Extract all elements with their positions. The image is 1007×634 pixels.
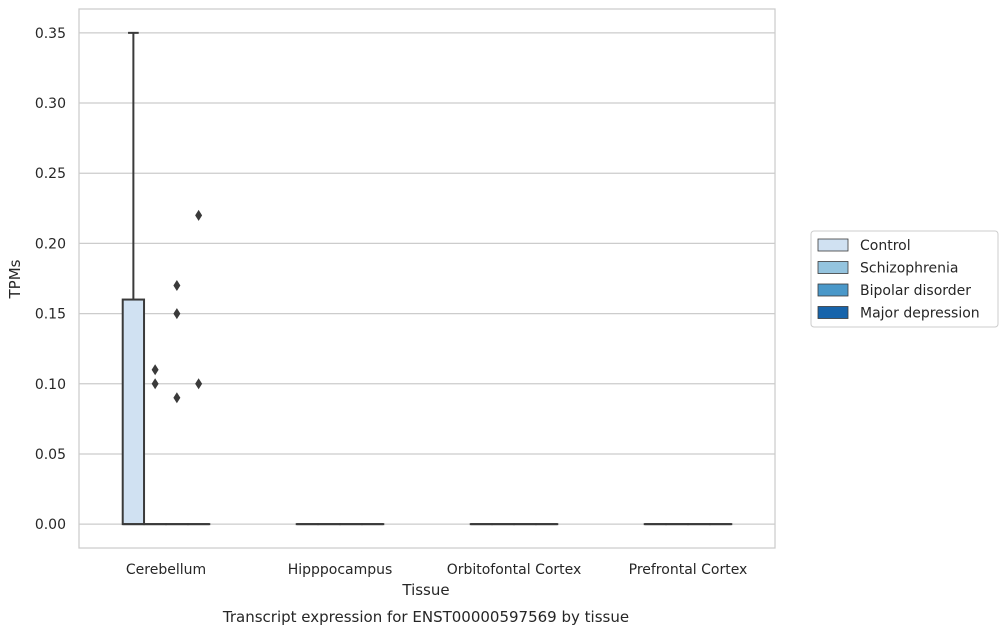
y-axis-label: TPMs bbox=[6, 259, 24, 299]
outlier-point bbox=[151, 364, 159, 376]
outlier-point bbox=[173, 392, 181, 404]
y-tick-label: 0.10 bbox=[35, 377, 66, 393]
legend-swatch bbox=[817, 261, 849, 274]
y-tick-label: 0.25 bbox=[35, 166, 66, 182]
series-major-depression bbox=[186, 209, 733, 526]
y-tick-label: 0.35 bbox=[35, 26, 66, 42]
series-control bbox=[121, 31, 668, 526]
legend-swatch bbox=[817, 283, 849, 297]
legend: Control Schizophrenia Bipolar disorder Majo… bbox=[810, 230, 999, 328]
series-schizophrenia bbox=[143, 364, 689, 526]
x-tick-label: Prefrontal Cortex bbox=[629, 562, 748, 578]
legend-frame bbox=[810, 230, 999, 328]
legend-swatch bbox=[817, 306, 849, 319]
x-tick-label: Orbitofontal Cortex bbox=[447, 562, 582, 578]
plot-area-frame bbox=[78, 8, 776, 549]
y-tick-label: 0.30 bbox=[35, 96, 66, 112]
y-tick-label: 0.20 bbox=[35, 236, 66, 252]
y-tick-label: 0.00 bbox=[35, 517, 66, 533]
chart-caption: Transcript expression for ENST0000059756… bbox=[222, 608, 629, 626]
y-tick-label: 0.15 bbox=[35, 307, 66, 323]
legend-label: Schizophrenia bbox=[860, 261, 958, 277]
legend-label: Bipolar disorder bbox=[860, 283, 971, 299]
legend-label: Major depression bbox=[860, 306, 980, 322]
y-tick-labels: 0.00 0.05 0.10 0.15 0.20 0.25 0.30 0.35 bbox=[35, 26, 66, 533]
outlier-point bbox=[173, 280, 181, 292]
outlier-point bbox=[195, 209, 203, 221]
x-axis-label: Tissue bbox=[401, 581, 449, 599]
outlier-point bbox=[195, 378, 203, 390]
outlier-point bbox=[151, 378, 159, 390]
x-tick-label: Hipppocampus bbox=[288, 562, 393, 578]
legend-swatch bbox=[817, 238, 849, 252]
x-tick-label: Cerebellum bbox=[126, 562, 206, 578]
box-series bbox=[121, 31, 733, 526]
y-tick-label: 0.05 bbox=[35, 447, 66, 463]
x-tick-labels: Cerebellum Hipppocampus Orbitofontal Corte… bbox=[126, 562, 747, 578]
legend-label: Control bbox=[860, 238, 911, 254]
box bbox=[121, 298, 146, 526]
outlier-point bbox=[173, 308, 181, 320]
